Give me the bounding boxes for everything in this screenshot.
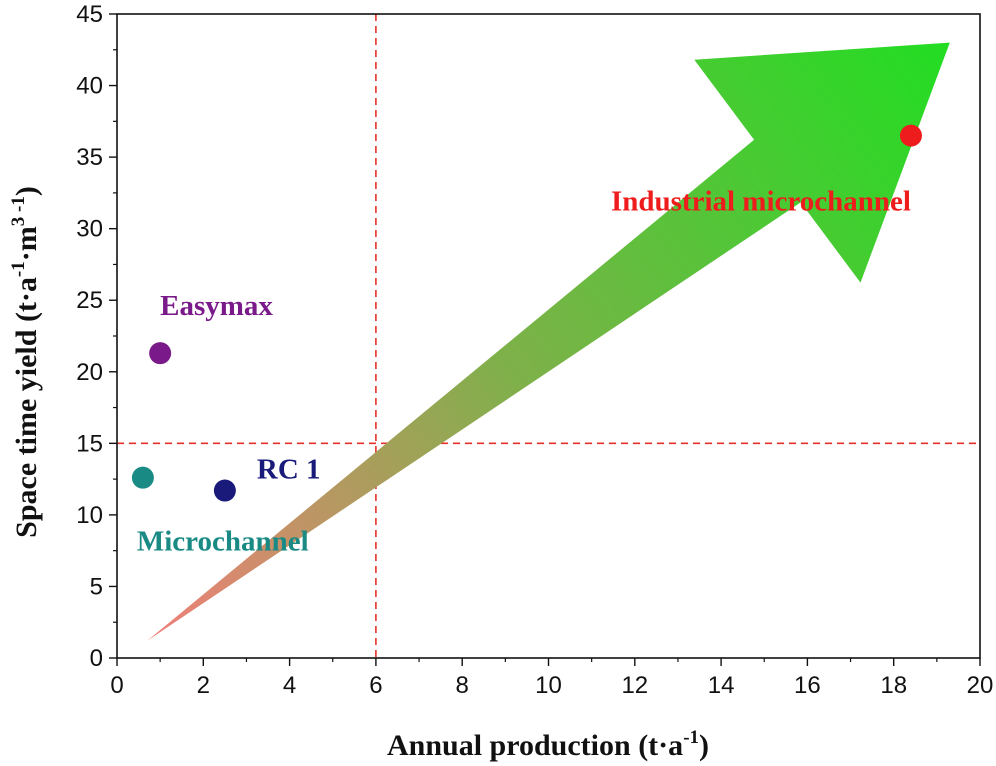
- axes: 0 2 4 6 8 10 12 14 16 18 20 0 5 10 15 20 25 30 35 40 45: [76, 1, 993, 699]
- x-tick-label: 20: [967, 672, 994, 699]
- y-tick-label: 20: [76, 359, 103, 386]
- x-tick-label: 8: [456, 672, 469, 699]
- plot-area: Microchannel Easymax RC 1 Industrial microc…: [117, 14, 980, 658]
- data-point-industrial-microchannel: [899, 124, 922, 147]
- data-point-microchannel: [131, 466, 154, 489]
- data-point-easymax: [149, 342, 172, 365]
- x-tick-label: 2: [197, 672, 210, 699]
- point-label-microchannel: Microchannel: [137, 526, 309, 558]
- x-tick-label: 16: [794, 672, 821, 699]
- point-label-rc-1: RC 1: [257, 454, 321, 486]
- y-axis-title: Space time yield (t·a-1·m3 -1): [8, 186, 43, 538]
- x-tick-label: 18: [880, 672, 907, 699]
- data-point-rc-1: [213, 479, 236, 502]
- y-tick-label: 15: [76, 430, 103, 457]
- y-tick-label: 25: [76, 287, 103, 314]
- y-tick-label: 10: [76, 502, 103, 529]
- point-label-easymax: Easymax: [160, 290, 273, 322]
- y-tick-label: 35: [76, 144, 103, 171]
- point-label-industrial-microchannel: Industrial microchannel: [611, 186, 911, 218]
- x-tick-label: 0: [110, 672, 123, 699]
- y-tick-label: 0: [90, 645, 103, 672]
- y-tick-label: 5: [90, 573, 103, 600]
- y-tick-label: 30: [76, 216, 103, 243]
- x-tick-label: 14: [708, 672, 735, 699]
- x-tick-label: 4: [283, 672, 296, 699]
- x-axis-title: Annual production (t·a-1): [387, 727, 709, 762]
- x-tick-label: 12: [621, 672, 648, 699]
- x-tick-label: 6: [369, 672, 382, 699]
- x-tick-label: 10: [535, 672, 562, 699]
- y-tick-label: 40: [76, 73, 103, 100]
- y-tick-label: 45: [76, 1, 103, 28]
- trend-arrow: [147, 42, 950, 641]
